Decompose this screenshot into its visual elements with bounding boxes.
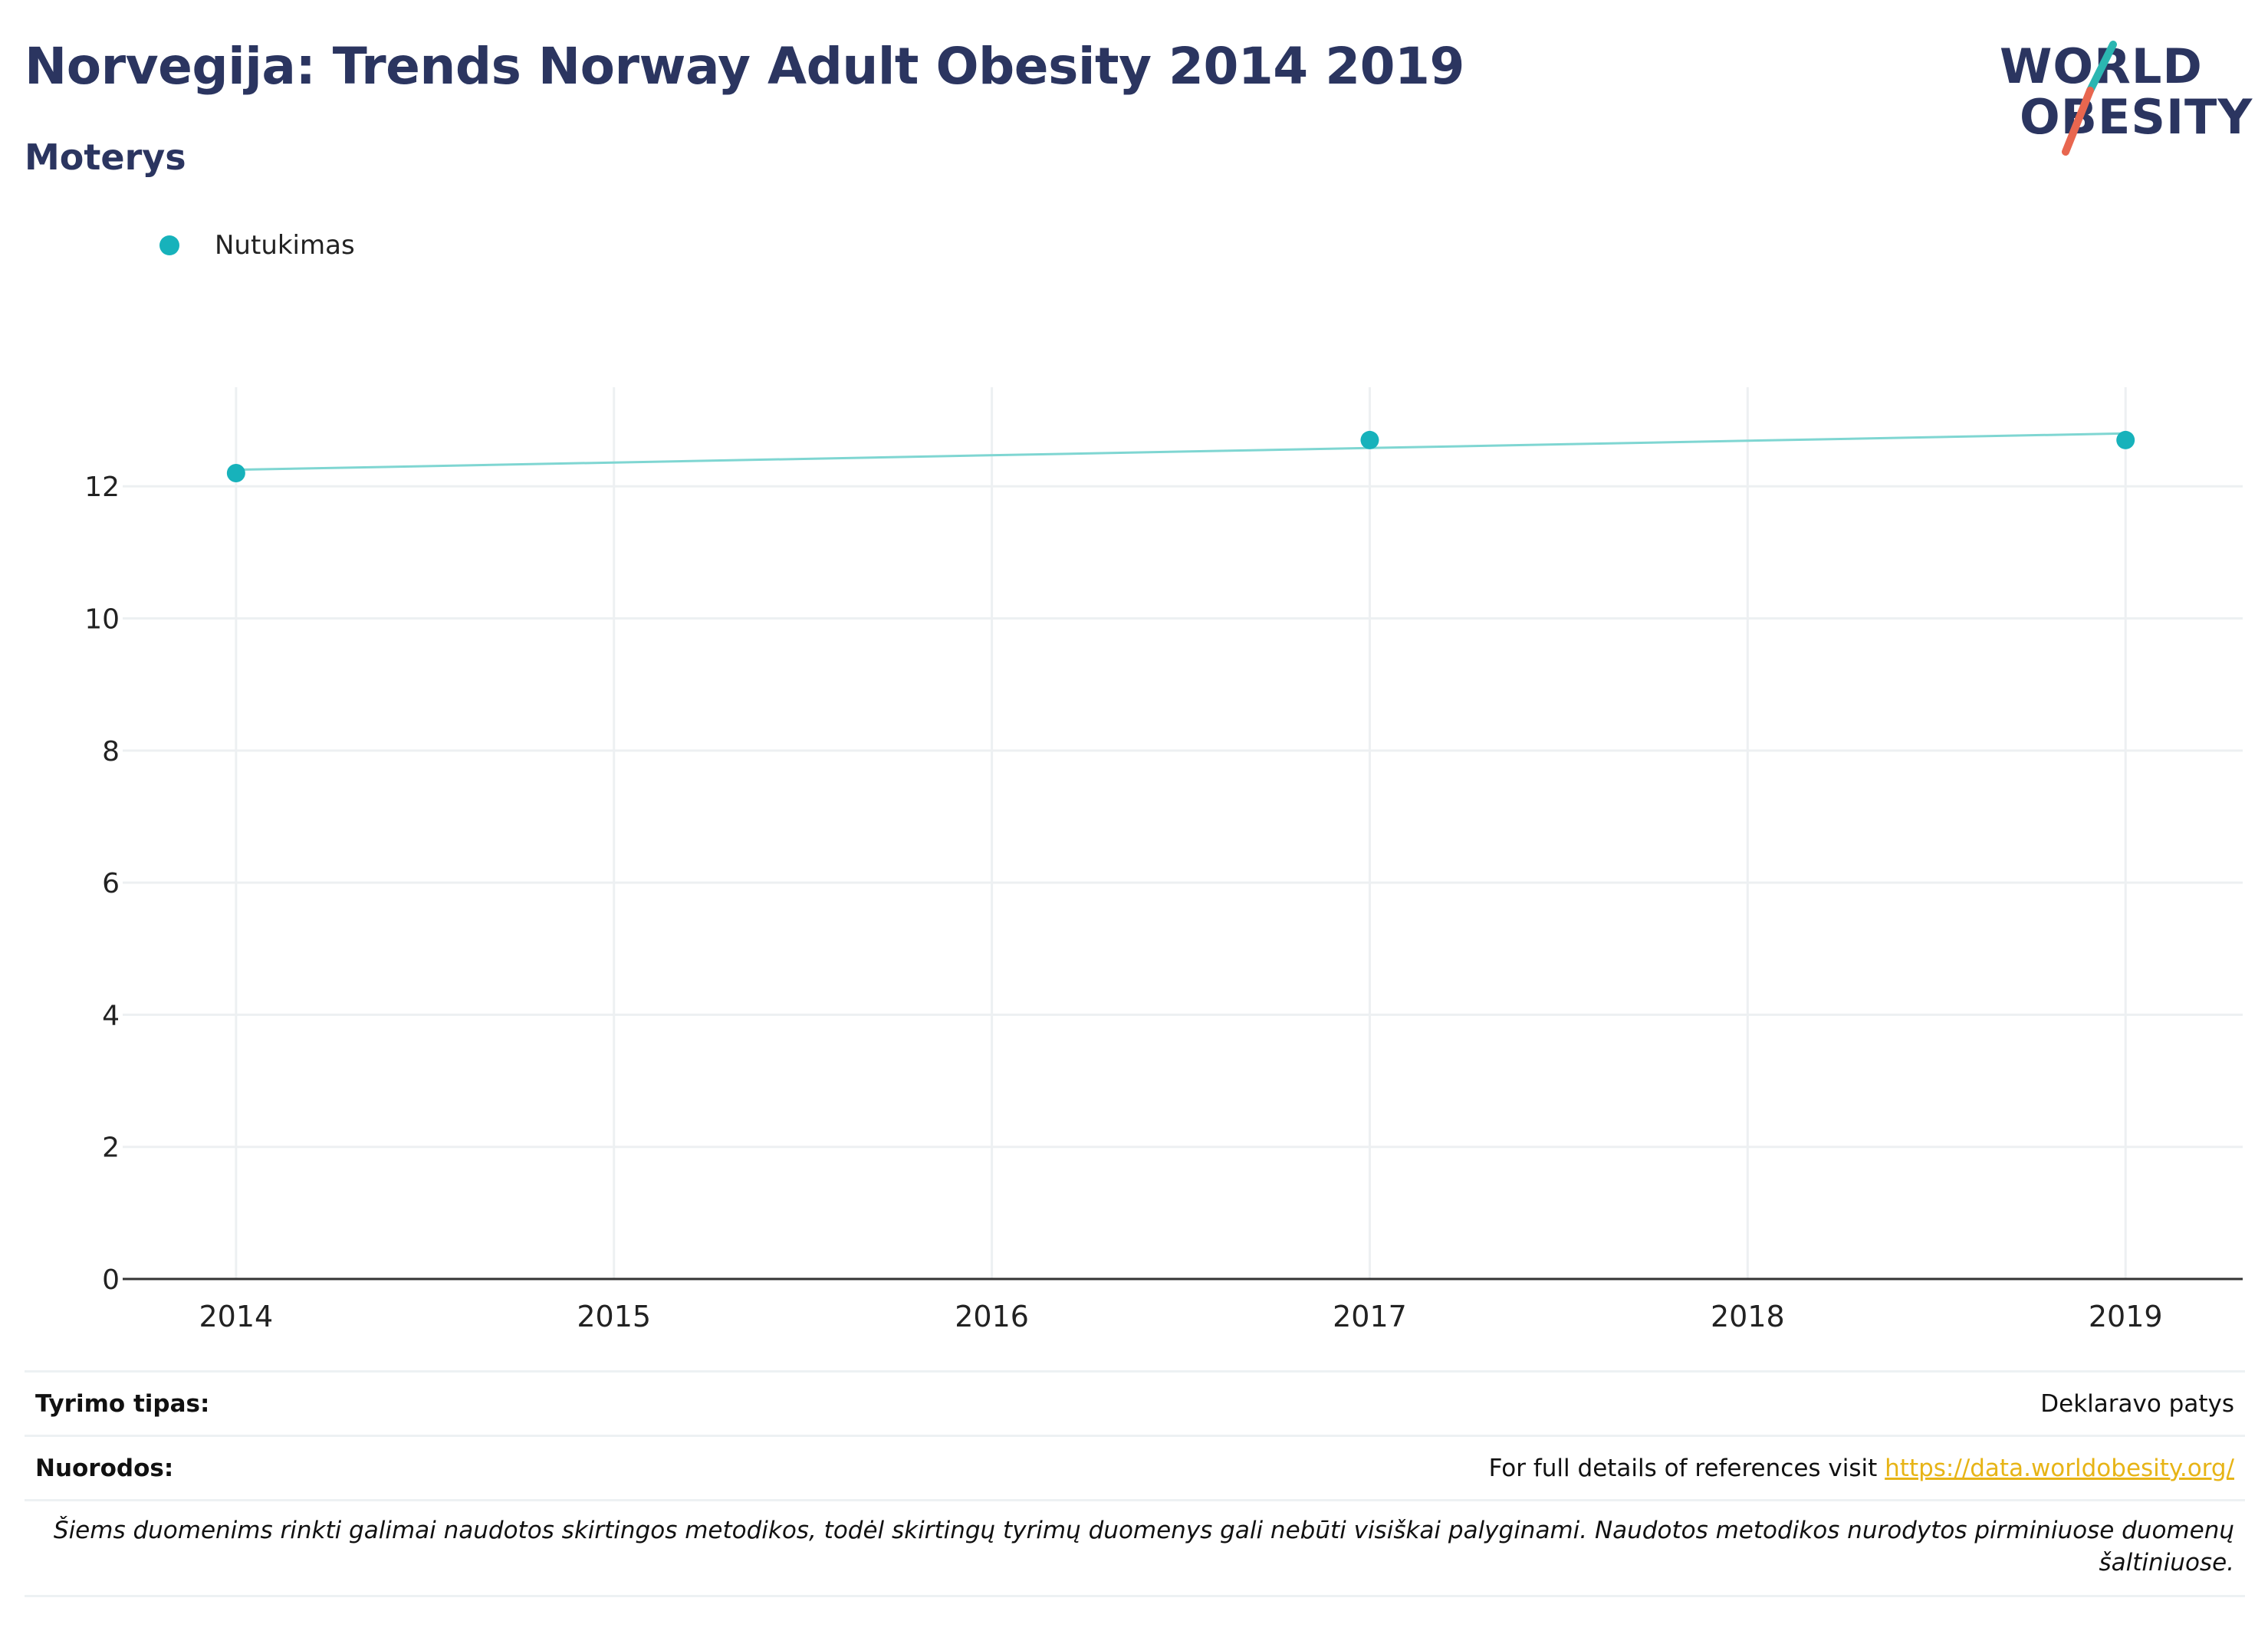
x-tick-label: 2015 — [577, 1300, 651, 1333]
x-tick-label: 2017 — [1333, 1300, 1407, 1333]
legend-label: Nutukimas — [215, 230, 355, 261]
y-tick-label: 4 — [102, 1000, 120, 1031]
y-tick-label: 10 — [84, 604, 120, 636]
chart-subtitle: Moterys — [25, 136, 186, 178]
survey-type-row: Tyrimo tipas: Deklaravo patys — [25, 1370, 2245, 1435]
references-link[interactable]: https://data.worldobesity.org/ — [1885, 1454, 2234, 1482]
x-tick-label: 2019 — [2089, 1300, 2163, 1333]
methodology-note: Šiems duomenims rinkti galimai naudotos … — [25, 1499, 2245, 1597]
y-tick-label: 0 — [102, 1264, 120, 1296]
references-text: For full details of references visit — [1488, 1454, 1885, 1482]
y-tick-label: 8 — [102, 736, 120, 768]
line-chart: 0 2 4 6 8 10 12 2014 2015 2016 2017 2018 2019 — [84, 387, 2243, 1333]
references-row: Nuorodos: For full details of references… — [25, 1435, 2245, 1499]
y-tick-label: 2 — [102, 1133, 120, 1164]
survey-type-value: Deklaravo patys — [2040, 1389, 2234, 1418]
x-tick-label: 2014 — [199, 1300, 274, 1333]
logo-line-obesity: OBESITY — [2020, 89, 2253, 145]
references-label: Nuorodos: — [35, 1454, 174, 1482]
data-point — [226, 463, 245, 482]
logo-slash-icon — [2062, 41, 2117, 156]
references-value: For full details of references visit htt… — [1489, 1455, 2234, 1482]
x-tick-label: 2016 — [955, 1300, 1029, 1333]
x-tick-label: 2018 — [1711, 1300, 1785, 1333]
legend: Nutukimas — [159, 230, 355, 261]
world-obesity-logo: WORLD OBESITY — [1992, 31, 2252, 161]
y-tick-label: 12 — [84, 472, 120, 503]
survey-type-label: Tyrimo tipas: — [35, 1389, 210, 1418]
trend-line — [235, 432, 2126, 472]
legend-marker — [159, 235, 179, 255]
data-point — [2116, 430, 2135, 449]
data-point — [1360, 430, 1379, 449]
chart-title: Norvegija: Trends Norway Adult Obesity 2… — [25, 37, 1464, 96]
y-tick-label: 6 — [102, 868, 120, 899]
chart-footer: Tyrimo tipas: Deklaravo patys Nuorodos: … — [25, 1370, 2245, 1597]
